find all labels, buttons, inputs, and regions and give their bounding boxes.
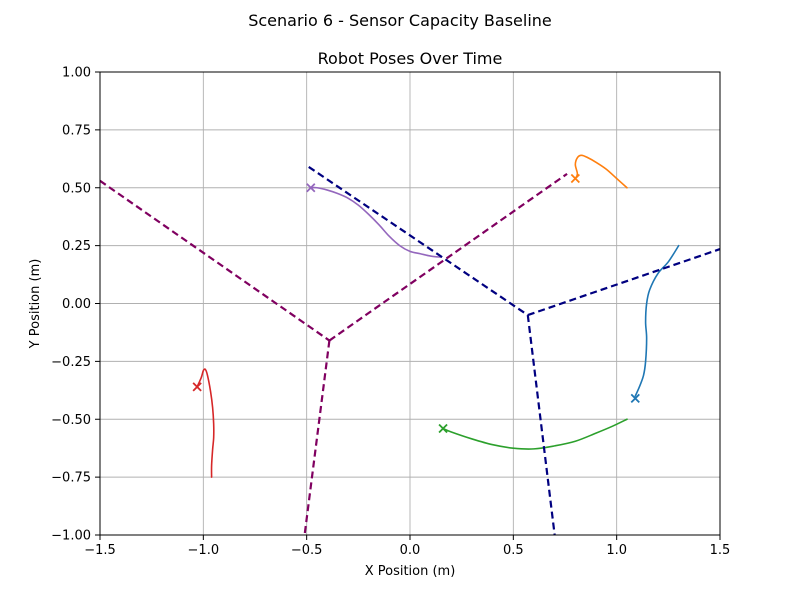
trajectory-end-marker [192, 382, 202, 392]
trajectory-end-marker [306, 183, 316, 193]
y-tick-label: 0.25 [62, 239, 91, 254]
voronoi-edge [100, 179, 331, 342]
trajectory-end-marker [438, 423, 448, 434]
y-tick-label: −0.75 [51, 471, 91, 486]
voronoi-edge [526, 314, 556, 535]
x-tick-label: −1.5 [84, 543, 116, 558]
trajectory-line [634, 244, 680, 397]
trajectory-end-marker [630, 393, 640, 404]
voronoi-edge [527, 248, 720, 317]
end-markers [192, 173, 640, 434]
x-axis-label: X Position (m) [365, 564, 456, 579]
y-tick-label: 0.50 [62, 181, 91, 196]
x-tick-label: 1.5 [710, 543, 731, 558]
trajectories [196, 154, 680, 478]
voronoi-edge [328, 172, 568, 342]
y-axis-label: Y Position (m) [28, 259, 43, 350]
x-tick-label: 0.0 [400, 543, 421, 558]
y-tick-label: −0.25 [51, 355, 91, 370]
voronoi-edges [100, 166, 720, 535]
y-axis-ticks: −1.00 −0.75 −0.50 −0.25 0.00 0.25 0.50 0.75 1.00 [51, 66, 100, 544]
y-tick-label: 0.00 [62, 297, 91, 312]
x-axis-ticks: −1.5 −1.0 −0.5 0.0 0.5 1.0 1.5 [84, 535, 730, 558]
voronoi-edge [308, 166, 529, 316]
trajectory-line [196, 368, 215, 478]
y-tick-label: 0.75 [62, 123, 91, 138]
plot-area [100, 154, 720, 535]
y-tick-label: −1.00 [51, 529, 91, 544]
trajectory-line [574, 154, 628, 189]
x-tick-label: 0.5 [503, 543, 524, 558]
grid [99, 71, 721, 536]
y-tick-label: −0.50 [51, 413, 91, 428]
voronoi-edge [303, 340, 331, 535]
x-tick-label: −1.0 [188, 543, 220, 558]
trajectory-end-marker [570, 173, 580, 184]
chart-suptitle: Scenario 6 - Sensor Capacity Baseline [248, 11, 552, 30]
y-tick-label: 1.00 [62, 66, 91, 81]
chart-title: Robot Poses Over Time [318, 49, 503, 68]
trajectory-line [442, 418, 628, 450]
trajectory-line [310, 186, 442, 258]
x-tick-label: 1.0 [606, 543, 627, 558]
x-tick-label: −0.5 [291, 543, 323, 558]
